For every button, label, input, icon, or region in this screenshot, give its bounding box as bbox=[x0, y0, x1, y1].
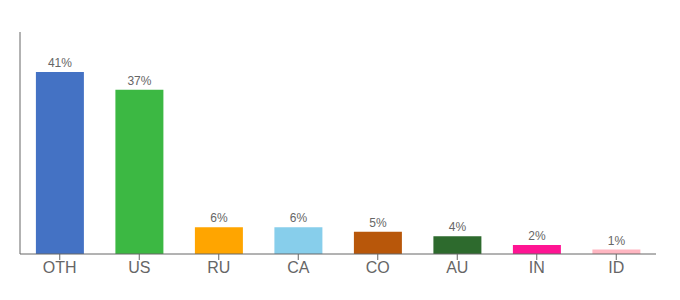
svg-text:OTH: OTH bbox=[43, 259, 77, 276]
svg-text:IN: IN bbox=[529, 259, 545, 276]
svg-text:6%: 6% bbox=[290, 211, 308, 225]
svg-text:US: US bbox=[128, 259, 150, 276]
svg-text:2%: 2% bbox=[528, 229, 546, 243]
svg-text:5%: 5% bbox=[369, 216, 387, 230]
svg-text:CA: CA bbox=[287, 259, 310, 276]
svg-text:37%: 37% bbox=[127, 74, 151, 88]
svg-text:ID: ID bbox=[608, 259, 624, 276]
svg-text:6%: 6% bbox=[210, 211, 228, 225]
svg-text:RU: RU bbox=[207, 259, 230, 276]
svg-text:41%: 41% bbox=[48, 56, 72, 70]
svg-text:CO: CO bbox=[366, 259, 390, 276]
svg-text:AU: AU bbox=[446, 259, 468, 276]
svg-text:1%: 1% bbox=[608, 234, 626, 248]
svg-text:4%: 4% bbox=[449, 220, 467, 234]
